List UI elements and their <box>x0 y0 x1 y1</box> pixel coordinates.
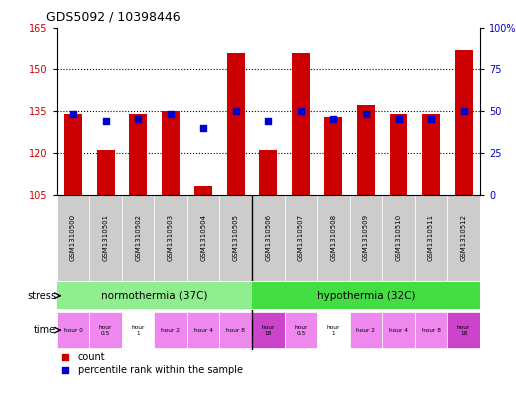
Bar <box>422 114 440 195</box>
Point <box>61 367 69 373</box>
Bar <box>187 312 219 348</box>
Bar <box>285 312 317 348</box>
Text: hour 2: hour 2 <box>357 328 376 332</box>
Bar <box>285 195 317 281</box>
Text: GDS5092 / 10398446: GDS5092 / 10398446 <box>46 11 181 24</box>
Bar <box>415 312 447 348</box>
Text: stress: stress <box>27 291 56 301</box>
Bar <box>227 53 245 195</box>
Bar <box>154 312 187 348</box>
Bar <box>390 114 408 195</box>
Bar <box>89 195 122 281</box>
Text: hour
1: hour 1 <box>132 325 145 336</box>
Text: hour 4: hour 4 <box>389 328 408 332</box>
Text: GSM1310505: GSM1310505 <box>233 214 239 261</box>
Text: hour 8: hour 8 <box>227 328 245 332</box>
Text: hour
18: hour 18 <box>457 325 470 336</box>
Bar <box>447 312 480 348</box>
Bar <box>89 312 122 348</box>
Point <box>69 111 77 118</box>
Bar <box>57 283 252 309</box>
Text: GSM1310510: GSM1310510 <box>395 214 401 261</box>
Bar <box>122 195 154 281</box>
Point <box>427 116 435 123</box>
Point <box>329 116 337 123</box>
Point <box>264 118 272 124</box>
Bar <box>350 195 382 281</box>
Bar <box>219 195 252 281</box>
Point <box>102 118 110 124</box>
Bar <box>162 111 180 195</box>
Point <box>362 111 370 118</box>
Bar <box>317 195 350 281</box>
Point <box>199 125 207 131</box>
Bar <box>96 150 115 195</box>
Text: GSM1310508: GSM1310508 <box>330 214 336 261</box>
Bar <box>260 150 277 195</box>
Bar <box>64 114 82 195</box>
Text: time: time <box>34 325 56 335</box>
Text: GSM1310502: GSM1310502 <box>135 214 141 261</box>
Bar <box>382 312 415 348</box>
Text: hour 2: hour 2 <box>161 328 180 332</box>
Text: percentile rank within the sample: percentile rank within the sample <box>78 365 243 375</box>
Bar <box>415 195 447 281</box>
Text: hour 4: hour 4 <box>194 328 213 332</box>
Bar <box>455 50 473 195</box>
Bar <box>252 312 285 348</box>
Text: count: count <box>78 352 106 362</box>
Text: GSM1310509: GSM1310509 <box>363 214 369 261</box>
Text: hour
0.5: hour 0.5 <box>99 325 112 336</box>
Point <box>61 354 69 360</box>
Text: hour 0: hour 0 <box>63 328 83 332</box>
Bar <box>57 312 89 348</box>
Text: hour
18: hour 18 <box>262 325 275 336</box>
Point <box>297 108 305 114</box>
Text: GSM1310506: GSM1310506 <box>265 214 271 261</box>
Bar <box>357 105 375 195</box>
Bar <box>195 186 212 195</box>
Bar <box>219 312 252 348</box>
Bar <box>252 283 480 309</box>
Bar <box>317 312 350 348</box>
Bar <box>252 195 285 281</box>
Text: normothermia (37C): normothermia (37C) <box>101 291 207 301</box>
Point <box>167 111 175 118</box>
Text: hour
0.5: hour 0.5 <box>294 325 308 336</box>
Text: GSM1310504: GSM1310504 <box>200 214 206 261</box>
Text: hypothermia (32C): hypothermia (32C) <box>317 291 415 301</box>
Bar <box>154 195 187 281</box>
Text: GSM1310507: GSM1310507 <box>298 214 304 261</box>
Bar <box>187 195 219 281</box>
Point <box>232 108 240 114</box>
Point <box>394 116 402 123</box>
Bar <box>447 195 480 281</box>
Bar <box>325 117 343 195</box>
Bar <box>129 114 147 195</box>
Bar <box>57 195 89 281</box>
Point <box>459 108 467 114</box>
Point <box>134 116 142 123</box>
Bar <box>382 195 415 281</box>
Text: GSM1310512: GSM1310512 <box>461 214 466 261</box>
Bar <box>350 312 382 348</box>
Text: GSM1310501: GSM1310501 <box>103 214 108 261</box>
Bar <box>292 53 310 195</box>
Text: GSM1310503: GSM1310503 <box>168 214 174 261</box>
Text: GSM1310511: GSM1310511 <box>428 214 434 261</box>
Text: GSM1310500: GSM1310500 <box>70 214 76 261</box>
Bar <box>122 312 154 348</box>
Text: hour
1: hour 1 <box>327 325 340 336</box>
Text: hour 8: hour 8 <box>422 328 441 332</box>
